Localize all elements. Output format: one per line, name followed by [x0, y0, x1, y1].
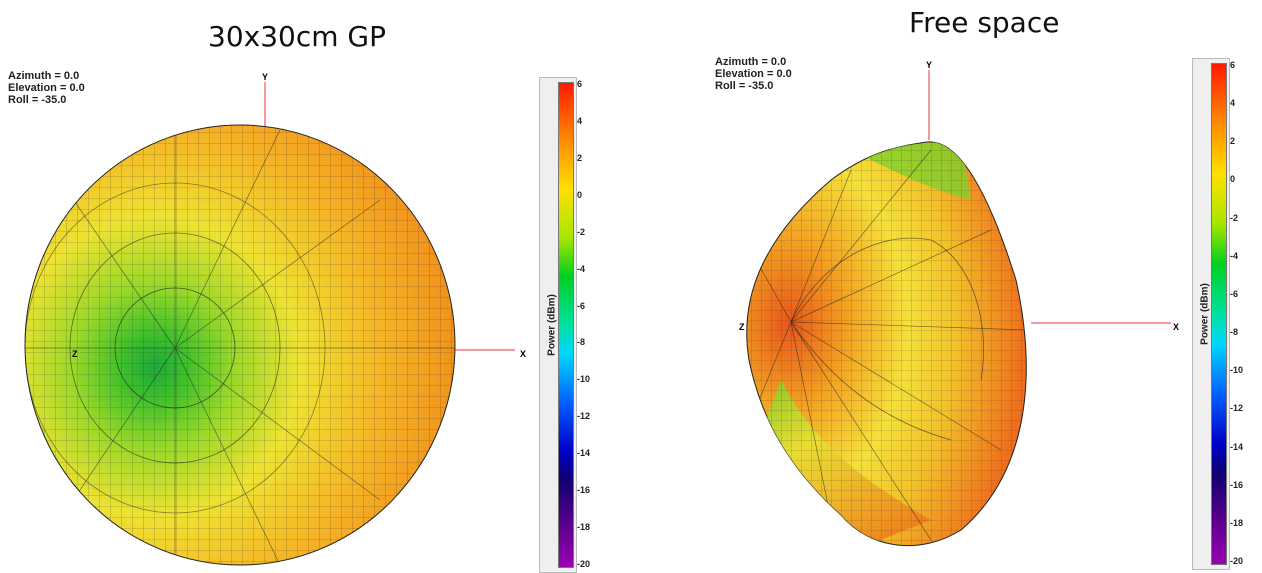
- colorbar-tick-label: -10: [1230, 365, 1244, 376]
- y-axis-label: Y: [926, 60, 932, 70]
- elevation-readout: Elevation = 0.0: [8, 82, 85, 94]
- y-axis-label: Y: [262, 72, 268, 82]
- z-axis-label: Z: [739, 322, 745, 332]
- colorbar-tick-label: 0: [577, 189, 583, 200]
- colorbar-tick-label: -14: [1230, 441, 1244, 452]
- colorbar-tick-label: -10: [577, 374, 591, 385]
- colorbar-tick-label: 6: [577, 79, 583, 89]
- panel-title: Free space: [909, 6, 1060, 39]
- colorbar-tick-label: -4: [1230, 250, 1239, 261]
- colorbar-gradient: [558, 82, 574, 568]
- colorbar-tick-label: -20: [1230, 556, 1244, 566]
- colorbar-tick-label: -6: [1230, 288, 1239, 299]
- x-axis-label: X: [520, 349, 526, 359]
- colorbar-tick-label: 4: [577, 115, 583, 126]
- x-axis-label: X: [1173, 322, 1179, 332]
- colorbar: Power (dBm) 6 4 2 0 -2 -4 -6 -8 -10 -12 -14 -16 -18 -…: [539, 77, 590, 573]
- colorbar-tick-label: -14: [577, 448, 591, 459]
- azimuth-readout: Azimuth = 0.0: [715, 56, 787, 68]
- roll-readout: Roll = -35.0: [715, 80, 774, 92]
- colorbar-tick-label: -18: [1230, 517, 1244, 528]
- colorbar: Power (dBm) 6 4 2 0 -2 -4 -6 -8 -10 -12 -14 -16 -18 -…: [1192, 58, 1243, 570]
- colorbar-tick-label: -8: [577, 337, 586, 348]
- colorbar-tick-label: 0: [1230, 174, 1236, 185]
- colorbar-tick-label: -2: [1230, 212, 1239, 223]
- pattern-panel-ground-plane: 30x30cm GP Azimuth = 0.0 Elevation = 0.0…: [0, 0, 631, 573]
- colorbar-tick-label: 2: [1230, 136, 1236, 147]
- pattern-panel-free-space: Free space Azimuth = 0.0 Elevation = 0.0…: [631, 0, 1262, 572]
- elevation-readout: Elevation = 0.0: [715, 68, 792, 80]
- azimuth-readout: Azimuth = 0.0: [8, 70, 80, 82]
- colorbar-tick-label: 4: [1230, 98, 1236, 109]
- view-parameters: Azimuth = 0.0 Elevation = 0.0 Roll = -35…: [8, 70, 85, 106]
- roll-readout: Roll = -35.0: [8, 94, 67, 106]
- colorbar-tick-label: -16: [1230, 479, 1244, 490]
- colorbar-tick-label: -16: [577, 485, 591, 496]
- colorbar-gradient: [1211, 63, 1227, 565]
- view-parameters: Azimuth = 0.0 Elevation = 0.0 Roll = -35…: [715, 56, 792, 92]
- colorbar-tick-label: -2: [577, 226, 586, 237]
- colorbar-tick-label: -12: [577, 411, 591, 422]
- colorbar-tick-label: -4: [577, 263, 586, 274]
- colorbar-tick-label: -8: [1230, 327, 1239, 338]
- colorbar-tick-label: 6: [1230, 60, 1236, 70]
- colorbar-tick-label: -20: [577, 559, 591, 569]
- radiation-pattern-3d: Y X Z: [739, 60, 1179, 547]
- colorbar-label: Power (dBm): [1199, 283, 1211, 345]
- panel-title: 30x30cm GP: [208, 20, 386, 53]
- z-axis-label: Z: [72, 349, 78, 359]
- colorbar-tick-label: -6: [577, 300, 586, 311]
- colorbar-tick-label: -18: [577, 522, 591, 533]
- colorbar-tick-label: -12: [1230, 403, 1244, 414]
- colorbar-label: Power (dBm): [546, 294, 558, 356]
- colorbar-tick-label: 2: [577, 152, 583, 163]
- radiation-pattern-3d: Y X Z: [24, 72, 526, 566]
